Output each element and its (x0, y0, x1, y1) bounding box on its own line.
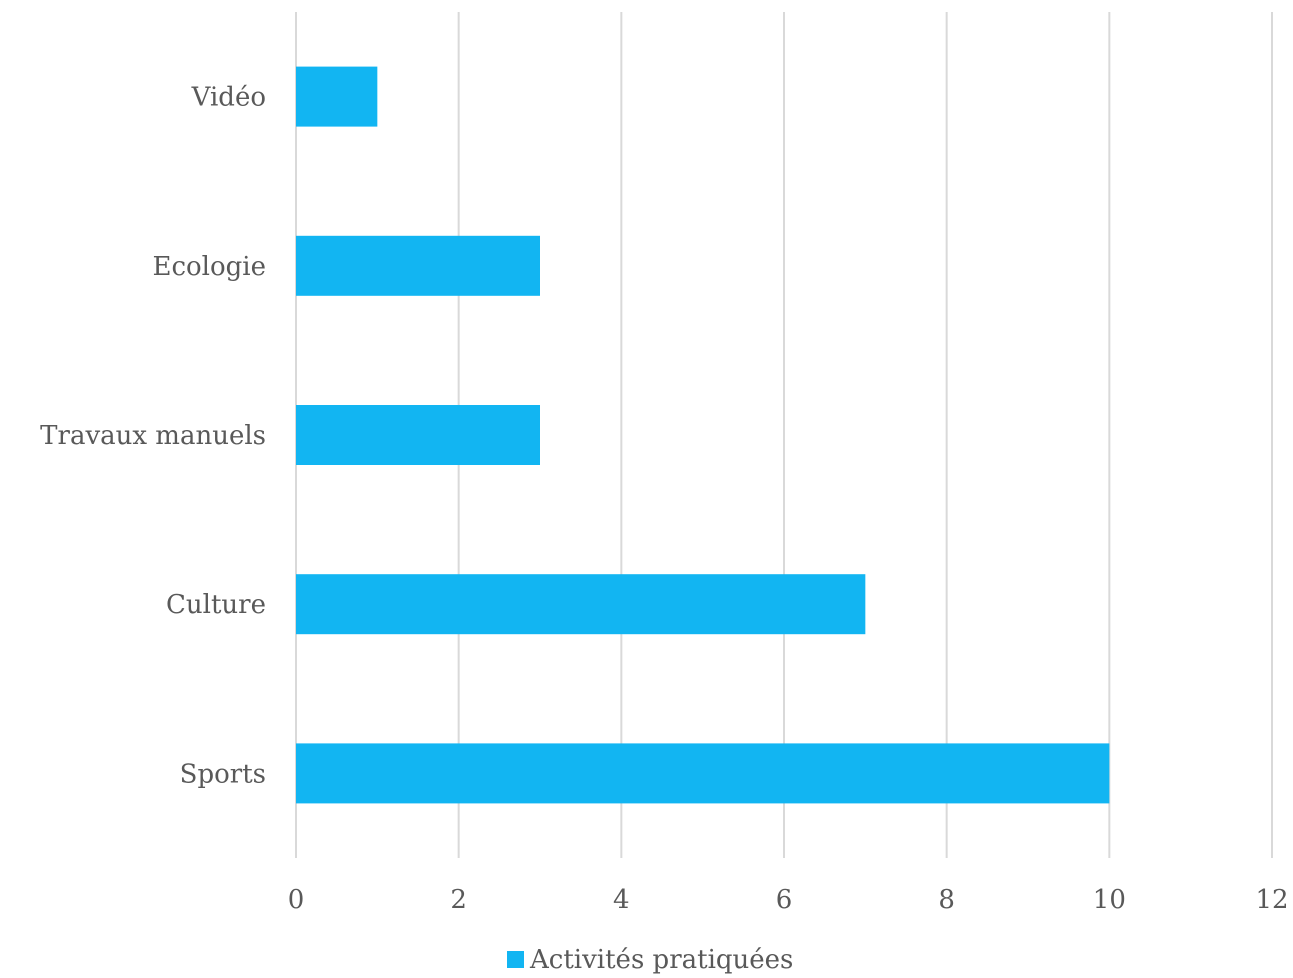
category-label: Sports (180, 759, 266, 789)
gridlines (295, 12, 1273, 858)
x-tick-label: 2 (450, 885, 467, 915)
bar-culture (296, 574, 866, 635)
bar-travaux-manuels (296, 405, 540, 465)
category-label: Vidéo (191, 83, 266, 113)
x-tick-label: 12 (1255, 885, 1288, 915)
bars (296, 66, 1110, 804)
legend-swatch (507, 951, 524, 968)
x-tick-label: 8 (938, 885, 955, 915)
x-tick-label: 6 (776, 885, 793, 915)
x-tick-label: 10 (1093, 885, 1126, 915)
bar-sports (296, 743, 1110, 804)
category-labels: Sports Culture Travaux manuels Ecologie Vidé… (40, 83, 266, 790)
x-tick-label: 4 (613, 885, 630, 915)
category-label: Travaux manuels (40, 421, 266, 451)
category-label: Culture (166, 590, 266, 620)
legend-label: Activités pratiquées (529, 945, 793, 975)
bar-vidéo (296, 66, 378, 127)
x-tick-labels: 0 2 4 6 8 10 12 (288, 885, 1289, 915)
x-tick-label: 0 (288, 885, 305, 915)
bar-ecologie (296, 235, 540, 296)
category-label: Ecologie (152, 252, 266, 282)
legend: Activités pratiquées (507, 945, 793, 975)
